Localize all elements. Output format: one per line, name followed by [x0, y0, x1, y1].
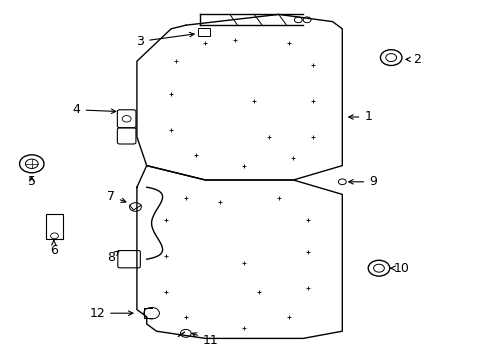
Text: 4: 4	[73, 103, 116, 116]
Text: 9: 9	[348, 175, 376, 188]
Text: 2: 2	[405, 53, 420, 66]
Text: 6: 6	[50, 240, 58, 257]
Bar	[198, 28, 210, 36]
Text: 8: 8	[107, 251, 119, 264]
Text: 12: 12	[89, 307, 133, 320]
Text: 11: 11	[192, 333, 218, 347]
Text: 7: 7	[107, 190, 125, 203]
Text: 3: 3	[136, 32, 194, 48]
Text: 5: 5	[28, 175, 36, 188]
Bar	[46, 214, 62, 239]
Text: 1: 1	[348, 111, 371, 123]
Text: 10: 10	[390, 262, 408, 275]
